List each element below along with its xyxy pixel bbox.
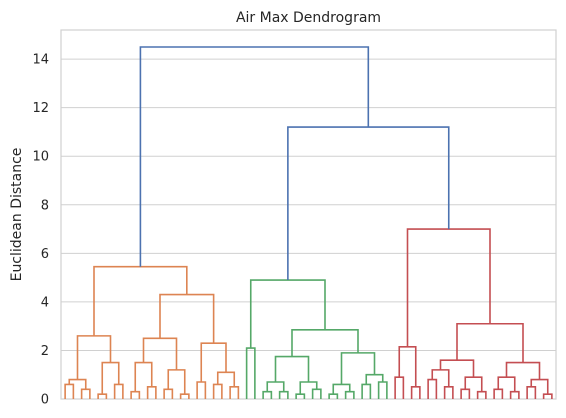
dendrogram-link [377, 381, 388, 399]
dendrogram-link [542, 393, 553, 399]
y-tick-label: 0 [41, 393, 49, 408]
dendrogram-link [505, 361, 541, 380]
dendrogram-link [266, 381, 285, 392]
y-tick-label: 14 [32, 53, 49, 68]
dendrogram-link [139, 46, 370, 267]
dendrogram-link [146, 386, 157, 399]
dendrogram-link [291, 329, 359, 357]
dendrogram-link [365, 373, 384, 385]
dendrogram-link [328, 393, 339, 399]
y-tick-label: 2 [41, 344, 49, 359]
dendrogram-link [97, 393, 108, 399]
dendrogram-link [159, 293, 215, 344]
dendrogram-link [526, 386, 537, 399]
dendrogram-link [299, 381, 318, 395]
dendrogram-link [229, 386, 240, 399]
y-tick-label: 4 [41, 295, 49, 310]
dendrogram-link [398, 346, 417, 387]
chart-title: Air Max Dendrogram [236, 10, 381, 26]
dendrogram-link [443, 386, 454, 399]
dendrogram-links [64, 46, 553, 399]
dendrogram-link [295, 393, 306, 399]
dendrogram-link [76, 335, 112, 380]
y-axis-ticks: 0 2 4 6 8 10 12 14 [32, 53, 49, 408]
dendrogram-link [410, 386, 421, 399]
dendrogram-link [439, 359, 475, 378]
dendrogram-link [68, 378, 87, 390]
dendrogram-link [530, 378, 549, 395]
dendrogram-link [245, 347, 256, 399]
y-tick-label: 6 [41, 247, 49, 262]
y-tick-label: 10 [32, 150, 49, 165]
y-tick-label: 8 [41, 198, 49, 213]
dendrogram-link [101, 361, 120, 395]
dendrogram-link [179, 393, 190, 399]
dendrogram-link [134, 361, 153, 392]
dendrogram-link [427, 378, 438, 399]
dendrogram-link [406, 228, 491, 347]
y-tick-label: 12 [32, 101, 49, 116]
y-axis-label: Euclidean Distance [9, 148, 25, 282]
plot-frame [60, 29, 557, 400]
dendrogram-link [196, 381, 207, 399]
